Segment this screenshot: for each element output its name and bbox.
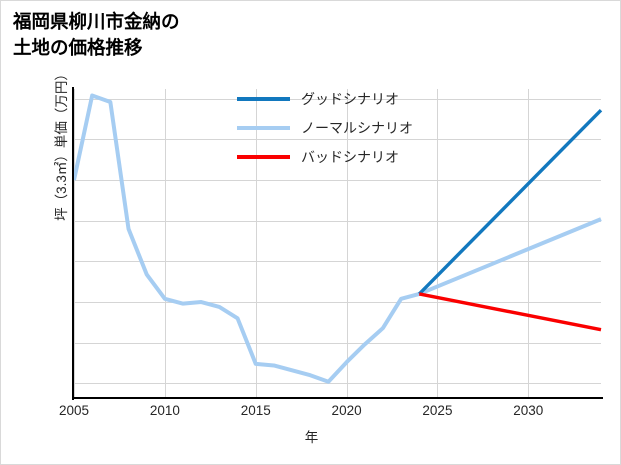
x-axis-spine xyxy=(72,397,603,399)
chart-legend: グッドシナリオ ノーマルシナリオ バッドシナリオ xyxy=(237,89,413,167)
gridline-y-2 xyxy=(74,302,601,303)
x-tick-label: 2025 xyxy=(422,403,453,418)
gridline-y-1 xyxy=(74,343,601,344)
x-tick-label: 2005 xyxy=(58,403,90,418)
series-line-ノーマルシナリオ xyxy=(72,93,602,384)
series-lines xyxy=(72,93,603,384)
legend-color-swatch xyxy=(237,155,290,159)
x-tick-label: 2010 xyxy=(149,403,180,418)
chart-title: 福岡県柳川市金納の 土地の価格推移 xyxy=(13,11,180,59)
gridline-y-5 xyxy=(74,180,601,181)
gridline-x-0 xyxy=(74,89,75,398)
gridline-y-6 xyxy=(74,139,601,140)
x-tick-label: 2030 xyxy=(513,403,544,418)
legend-item-label: グッドシナリオ xyxy=(301,91,399,107)
gridline-x-1 xyxy=(165,89,166,398)
legend-item[interactable]: バッドシナリオ xyxy=(237,147,413,167)
y-axis-label: 坪（3.3㎡）単価（万円） xyxy=(53,67,69,221)
gridline-y-3 xyxy=(74,261,601,262)
gridline-x-3 xyxy=(347,89,348,398)
series-line-グッドシナリオ xyxy=(418,108,603,296)
legend-color-swatch xyxy=(237,126,290,130)
legend-item-label: ノーマルシナリオ xyxy=(301,120,413,136)
legend-item[interactable]: グッドシナリオ xyxy=(237,89,413,109)
x-tick-label: 2020 xyxy=(331,403,362,418)
gridline-x-4 xyxy=(437,89,438,398)
plot-background xyxy=(74,89,601,398)
gridline-y-4 xyxy=(74,221,601,222)
series-line-バッドシナリオ xyxy=(418,292,602,332)
plot-area xyxy=(72,89,603,398)
x-axis-label: 年 xyxy=(304,430,319,445)
gridline-y-7 xyxy=(74,99,601,100)
gridline-x-5 xyxy=(528,89,529,398)
legend-color-swatch xyxy=(237,97,290,101)
gridline-x-2 xyxy=(256,89,257,398)
legend-item-label: バッドシナリオ xyxy=(301,149,399,165)
x-tick-label: 2015 xyxy=(240,403,271,418)
y-axis-spine xyxy=(72,87,74,400)
legend-item[interactable]: ノーマルシナリオ xyxy=(237,118,413,138)
gridline-y-0 xyxy=(74,383,601,384)
